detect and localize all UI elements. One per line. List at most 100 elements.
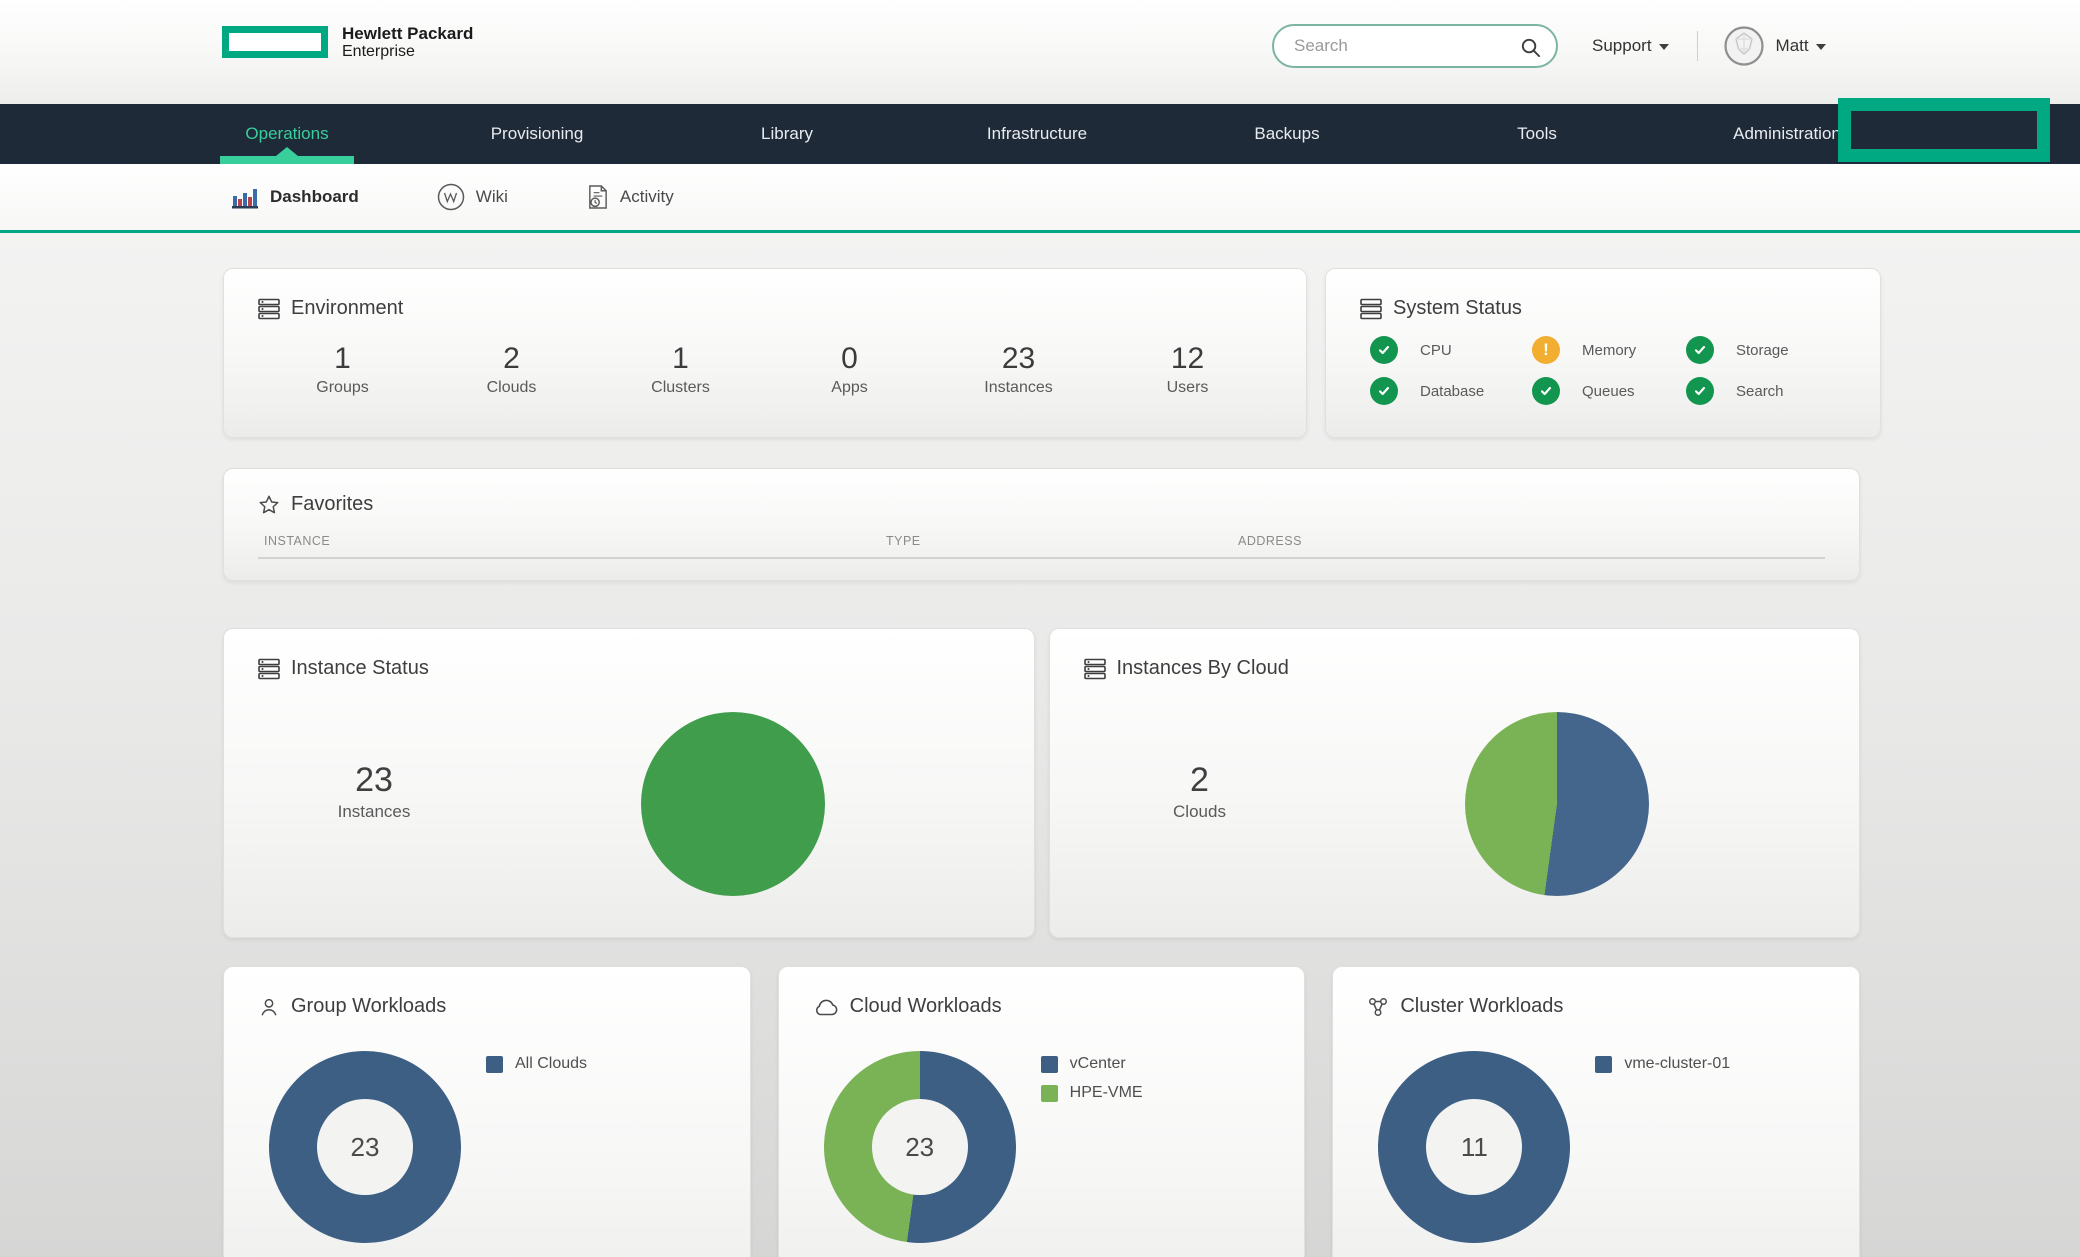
- legend-item-all-clouds[interactable]: All Clouds: [486, 1055, 587, 1073]
- active-tab-indicator: [220, 147, 354, 164]
- group-workloads-legend: All Clouds: [486, 1055, 587, 1073]
- column-address: ADDRESS: [1238, 534, 1302, 548]
- cloud-icon: [813, 998, 839, 1016]
- nav-item-infrastructure[interactable]: Infrastructure: [986, 124, 1088, 143]
- instance-count: 23 Instances: [337, 761, 411, 821]
- stat-instances[interactable]: 23 Instances: [984, 342, 1053, 396]
- nav-item-backups[interactable]: Backups: [1254, 124, 1320, 143]
- column-instance: INSTANCE: [264, 534, 331, 548]
- hpe-element-frame-icon: [1838, 98, 2050, 162]
- system-status-card: System Status CPU Memory Storage Databa: [1325, 268, 1881, 438]
- server-stack-icon: [258, 658, 280, 680]
- donut-center-value: 23: [871, 1099, 968, 1195]
- stat-users[interactable]: 12 Users: [1166, 342, 1209, 396]
- legend-item-hpe-vme[interactable]: HPE-VME: [1040, 1084, 1143, 1102]
- instances-by-cloud-pie-chart[interactable]: [1464, 712, 1649, 896]
- environment-stats: 1 Groups 2 Clouds 1 Clusters 0 Apps 23 Instan…: [258, 342, 1272, 397]
- donut-center-value: 11: [1426, 1099, 1523, 1195]
- card-title: System Status: [1393, 297, 1522, 319]
- status-database: Database: [1370, 377, 1532, 405]
- stat-groups[interactable]: 1 Groups: [316, 342, 369, 396]
- activity-icon: [586, 184, 609, 210]
- subnav-item-wiki[interactable]: Wiki: [437, 183, 508, 211]
- cluster-workloads-legend: vme-cluster-01: [1595, 1055, 1730, 1073]
- check-circle-icon: [1686, 377, 1714, 405]
- card-title: Cloud Workloads: [849, 995, 1002, 1017]
- card-title: Environment: [291, 297, 404, 319]
- search-icon[interactable]: [1519, 36, 1542, 59]
- main-nav: Operations Provisioning Library Infrastr…: [0, 98, 2080, 164]
- chevron-down-icon: [1658, 44, 1669, 50]
- search-input[interactable]: [1274, 26, 1556, 66]
- stat-apps[interactable]: 0 Apps: [831, 342, 868, 396]
- header-actions: Support Matt: [1272, 24, 1826, 68]
- top-header: Hewlett Packard Enterprise Support Matt: [0, 0, 2080, 104]
- star-icon: [258, 494, 280, 516]
- hpe-element-mark-icon: [222, 26, 328, 59]
- header-divider: [1696, 31, 1698, 61]
- subnav-item-activity[interactable]: Activity: [586, 184, 674, 210]
- status-storage: Storage: [1686, 336, 1846, 364]
- nav-item-operations[interactable]: Operations: [162, 104, 412, 164]
- hpe-logo[interactable]: Hewlett Packard Enterprise: [222, 24, 473, 61]
- sub-nav: Dashboard Wiki Activity: [0, 164, 2080, 233]
- card-title: Cluster Workloads: [1400, 995, 1564, 1017]
- user-avatar[interactable]: [1723, 26, 1764, 66]
- nav-item-provisioning[interactable]: Provisioning: [490, 124, 584, 143]
- user-icon: [258, 996, 280, 1018]
- server-stack-icon: [258, 298, 280, 320]
- legend-swatch: [486, 1055, 503, 1073]
- subnav-item-dashboard[interactable]: Dashboard: [232, 185, 359, 209]
- group-workloads-card: Group Workloads 23 All Clouds: [223, 966, 751, 1257]
- nav-item-tools[interactable]: Tools: [1517, 124, 1557, 143]
- chevron-down-icon: [1815, 44, 1826, 50]
- stat-clusters[interactable]: 1 Clusters: [651, 342, 710, 396]
- check-circle-icon: [1370, 336, 1398, 364]
- stat-clouds[interactable]: 2 Clouds: [486, 342, 537, 396]
- check-circle-icon: [1686, 336, 1714, 364]
- warning-circle-icon: [1532, 336, 1560, 364]
- cluster-workloads-card: Cluster Workloads 11 vme-cluster-01: [1332, 966, 1861, 1257]
- cloud-count: 2 Clouds: [1173, 761, 1226, 821]
- legend-swatch: [1040, 1055, 1058, 1073]
- instances-by-cloud-card: Instances By Cloud 2 Clouds: [1048, 628, 1860, 938]
- server-stack-icon: [1083, 658, 1106, 680]
- donut-center-value: 23: [317, 1099, 413, 1195]
- cloud-workloads-legend: vCenter HPE-VME: [1040, 1055, 1143, 1102]
- check-circle-icon: [1370, 377, 1398, 405]
- card-title: Instances By Cloud: [1116, 657, 1289, 679]
- nav-item-administration[interactable]: Administration: [1733, 124, 1841, 143]
- legend-item-vme-cluster-01[interactable]: vme-cluster-01: [1595, 1055, 1730, 1073]
- favorites-card: Favorites INSTANCE TYPE ADDRESS: [223, 468, 1860, 581]
- wiki-icon: [437, 183, 465, 211]
- card-title: Favorites: [291, 493, 374, 515]
- cloud-workloads-donut-chart[interactable]: 23: [823, 1051, 1016, 1243]
- nav-item-library[interactable]: Library: [761, 124, 813, 143]
- column-type: TYPE: [886, 534, 921, 548]
- brand-line2: Enterprise: [342, 43, 415, 61]
- status-queues: Queues: [1532, 377, 1686, 405]
- brand-line1: Hewlett Packard: [342, 24, 474, 43]
- hpe-logo-text: Hewlett Packard Enterprise: [342, 24, 473, 61]
- bar-chart-icon: [232, 185, 259, 209]
- support-menu[interactable]: Support: [1592, 36, 1669, 56]
- card-title: Group Workloads: [291, 995, 447, 1017]
- cluster-nodes-icon: [1367, 996, 1389, 1018]
- cluster-workloads-donut-chart[interactable]: 11: [1378, 1051, 1571, 1243]
- server-stack-icon: [1360, 298, 1382, 320]
- instance-status-pie-chart[interactable]: [641, 712, 825, 896]
- group-workloads-donut-chart[interactable]: 23: [269, 1051, 461, 1243]
- cloud-workloads-card: Cloud Workloads 23 vCenter HPE-VME: [777, 966, 1306, 1257]
- user-menu[interactable]: Matt: [1776, 36, 1826, 56]
- status-cpu: CPU: [1370, 336, 1532, 364]
- support-label: Support: [1592, 36, 1652, 55]
- global-search: [1272, 24, 1558, 68]
- legend-swatch: [1595, 1055, 1613, 1073]
- legend-item-vcenter[interactable]: vCenter: [1040, 1055, 1143, 1073]
- status-search: Search: [1686, 377, 1846, 405]
- user-name: Matt: [1775, 36, 1809, 55]
- legend-swatch: [1040, 1084, 1058, 1102]
- check-circle-icon: [1532, 377, 1560, 405]
- card-title: Instance Status: [291, 657, 429, 679]
